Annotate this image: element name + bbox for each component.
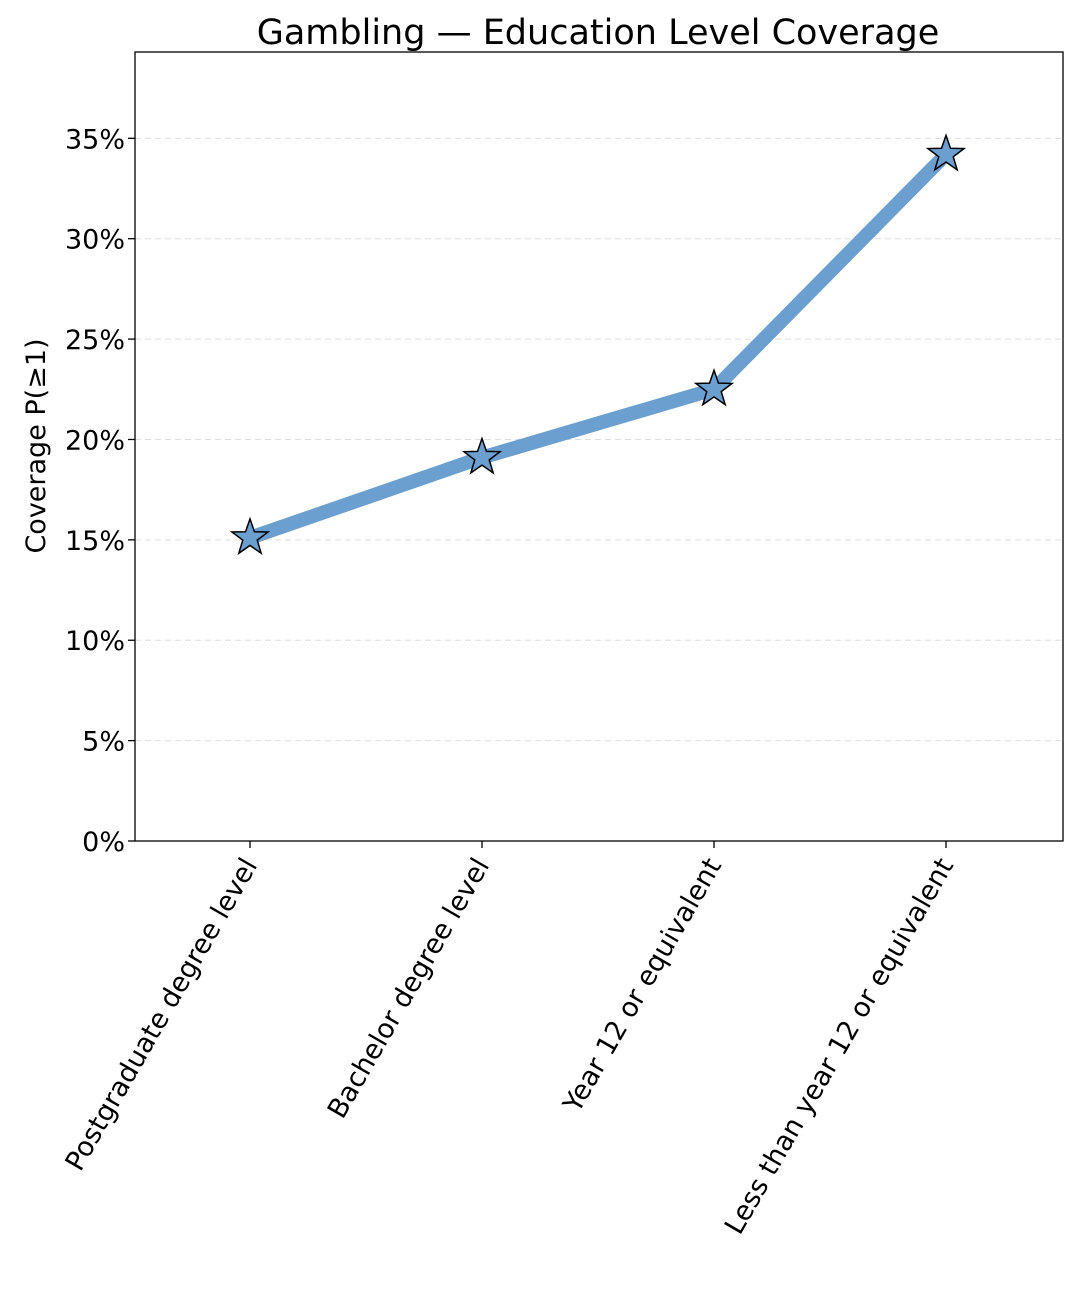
x-tick-label: Less than year 12 or equivalent [719, 853, 960, 1240]
y-axis-ticks: 0% 5% 10% 15% 20% 25% 30% 35% [65, 124, 135, 858]
y-tick-label: 15% [65, 526, 125, 557]
data-point [693, 367, 735, 407]
y-axis-label: Coverage P(≥1) [21, 338, 52, 553]
plot-area [134, 51, 1064, 842]
x-tick-label: Postgraduate degree level [60, 853, 264, 1176]
grid-lines [135, 137, 1063, 842]
data-series [229, 133, 967, 556]
y-tick-label: 10% [65, 626, 125, 657]
y-tick-label: 20% [65, 425, 125, 456]
x-tick-label: Year 12 or equivalent [557, 853, 728, 1118]
x-tick-label: Bachelor degree level [322, 853, 496, 1124]
x-axis-ticks: Postgraduate degree level Bachelor degree… [60, 841, 960, 1240]
y-tick-label: 5% [82, 727, 125, 758]
data-point [925, 133, 967, 172]
y-tick-label: 35% [65, 124, 125, 155]
data-point [461, 436, 503, 475]
chart-title: Gambling — Education Level Coverage [257, 13, 940, 53]
y-tick-label: 0% [82, 827, 125, 858]
y-tick-label: 25% [65, 325, 125, 356]
data-point [229, 516, 271, 556]
series-line [243, 147, 953, 545]
y-tick-label: 30% [65, 225, 125, 256]
